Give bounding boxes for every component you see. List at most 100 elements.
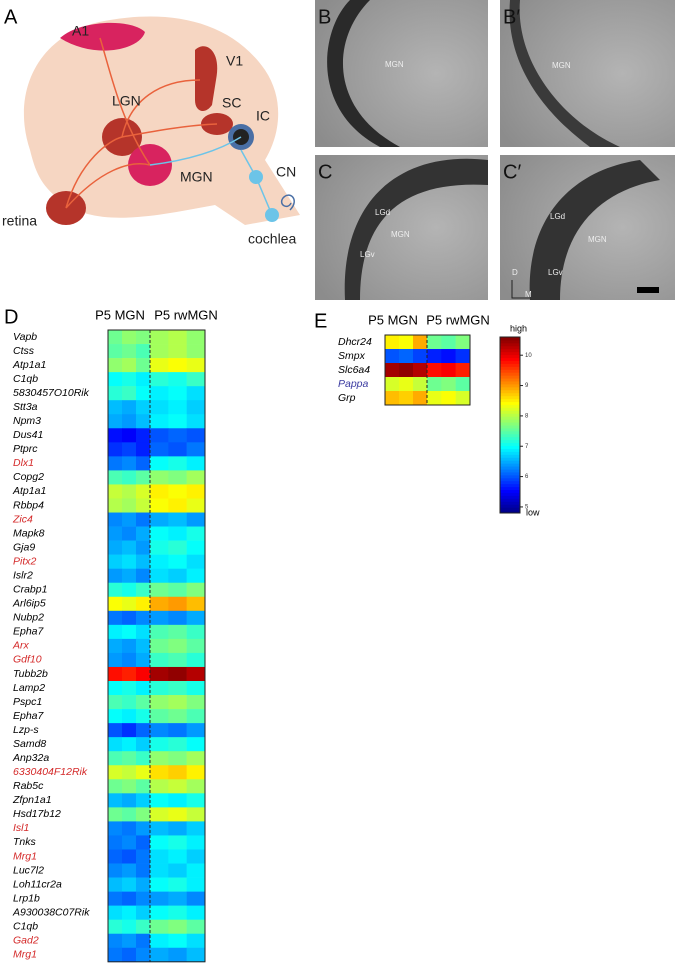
heatmap-cell — [150, 624, 169, 640]
colorbar-step — [500, 492, 520, 496]
column-header: P5 rwMGN — [154, 307, 218, 322]
heatmap-cell — [168, 793, 187, 808]
column-header: P5 rwMGN — [426, 312, 490, 327]
heatmap-cell — [455, 349, 471, 364]
heatmap-cell — [168, 681, 187, 696]
gene-label: Lamp2 — [13, 682, 45, 694]
heatmap-cell — [186, 428, 206, 443]
heatmap-cell — [136, 428, 151, 443]
heatmap-cell — [441, 377, 456, 392]
heatmap-cell — [385, 391, 400, 406]
micrographs — [315, 0, 675, 300]
photo-label: LGd — [375, 208, 390, 217]
heatmap-cell — [186, 568, 206, 584]
heatmap-cell — [136, 624, 151, 640]
photo-label: MGN — [385, 60, 404, 69]
colorbar-step — [500, 410, 520, 414]
heatmap-cell — [150, 933, 169, 949]
heatmap-cell — [108, 681, 123, 696]
heatmap-cell — [108, 512, 123, 527]
heatmap-cell — [122, 793, 137, 808]
photo-label: LGv — [360, 250, 375, 259]
colorbar-step — [500, 339, 520, 344]
colorbar-step — [500, 439, 520, 444]
region-label: retina — [2, 213, 37, 229]
heatmap-cell — [122, 498, 137, 513]
heatmap-cell — [455, 363, 471, 378]
heatmap-cell — [186, 891, 206, 906]
panel-letter: A — [4, 6, 18, 28]
heatmap-cell — [385, 349, 400, 364]
colorbar-step — [500, 360, 520, 364]
heatmap-cell — [186, 849, 206, 864]
heatmap-border — [107, 329, 206, 963]
colorbar-step — [500, 422, 520, 426]
heatmap-cell — [168, 638, 187, 654]
heatmap-cell — [186, 372, 206, 387]
heatmap-cell — [150, 540, 169, 555]
heatmap-cell — [122, 470, 137, 485]
heatmap-cell — [122, 456, 137, 471]
heatmap-cell — [150, 709, 169, 724]
heatmap-cell — [150, 681, 169, 696]
heatmap-cell — [108, 891, 123, 906]
heatmap-cell — [150, 414, 169, 429]
colorbar-high: high — [510, 323, 527, 333]
gene-label: C1qb — [13, 920, 38, 932]
heatmap-cell — [186, 807, 206, 822]
heatmap-cell — [186, 470, 206, 485]
heatmap-cell — [108, 400, 123, 415]
colorbar-step — [500, 383, 520, 388]
region-label: SC — [222, 95, 241, 111]
region-label: V1 — [226, 53, 243, 69]
heatmap-cell — [168, 386, 187, 401]
heatmap-cell — [136, 596, 151, 612]
column-header: P5 MGN — [368, 312, 418, 327]
photo-label: M — [525, 290, 532, 299]
heatmap-cell — [168, 526, 187, 541]
heatmap-cell — [108, 723, 123, 738]
heatmap-cell — [168, 442, 187, 457]
colorbar — [500, 337, 520, 514]
gene-label: Hsd17b12 — [13, 808, 61, 820]
auditory-pathway — [149, 136, 273, 216]
heatmap-cell — [168, 821, 187, 836]
heatmap-cell — [150, 372, 169, 387]
gene-label: Gja9 — [13, 541, 35, 553]
heatmap-cell — [122, 751, 137, 766]
heatmap-cell — [122, 695, 137, 710]
colorbar-step — [500, 375, 520, 379]
heatmap-cell — [186, 526, 206, 541]
heatmap-cell — [186, 919, 206, 935]
heatmap-cell — [186, 723, 206, 738]
colorbar-step — [500, 483, 520, 488]
heatmap-cell — [122, 344, 137, 359]
heatmap-cell — [168, 905, 187, 920]
heatmap-cell — [122, 779, 137, 794]
column-header: P5 MGN — [95, 307, 145, 322]
heatmap-cell — [186, 779, 206, 794]
heatmap-cell — [168, 554, 187, 569]
heatmap-cell — [186, 835, 206, 850]
heatmap-cell — [150, 863, 169, 878]
gene-label: Islr2 — [13, 569, 33, 581]
gene-label: Vapb — [13, 331, 37, 343]
heatmap-cell — [399, 363, 414, 378]
heatmap-cell — [150, 765, 169, 780]
colorbar-step — [500, 489, 520, 493]
heatmap-cell — [136, 456, 151, 471]
colorbar-tick-label: 8 — [525, 413, 529, 419]
heatmap-cell — [122, 582, 137, 598]
gene-label: 6330404F12Rik — [13, 766, 88, 778]
heatmap-cell — [168, 428, 187, 443]
heatmap-cell — [108, 765, 123, 780]
heatmap-cell — [427, 377, 442, 392]
heatmap-cell — [413, 335, 428, 350]
colorbar-step — [500, 463, 520, 467]
heatmap-cell — [186, 540, 206, 555]
heatmap-cell — [108, 652, 123, 668]
heatmap-cell — [122, 330, 137, 345]
heatmap-cell — [122, 526, 137, 541]
heatmap-cell — [136, 442, 151, 457]
